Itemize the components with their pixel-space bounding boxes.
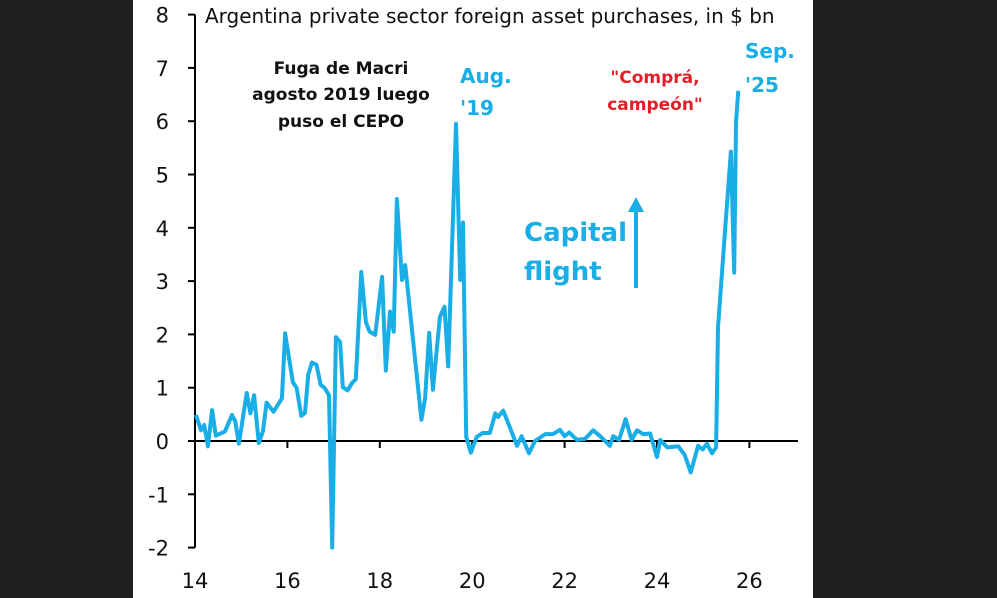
x-tick-label: 20 [459, 569, 486, 593]
x-tick-label: 26 [736, 569, 763, 593]
annotation-compra-line2: campeón" [607, 95, 703, 115]
y-tick-label: 3 [156, 270, 169, 294]
y-tick-label: 6 [156, 110, 169, 134]
y-tick-label: 4 [156, 217, 169, 241]
y-tick-label: -2 [148, 537, 169, 561]
y-tick-label: 5 [156, 164, 169, 188]
annotation-aug19-line1: Aug. [460, 64, 512, 88]
annotation-macri-line1: Fuga de Macri [274, 59, 409, 79]
annotation-macri-line2: agosto 2019 luego [252, 85, 430, 105]
y-tick-label: 1 [156, 377, 169, 401]
series-line [194, 90, 741, 550]
y-tick-label: 8 [156, 4, 169, 28]
axes [188, 13, 798, 549]
up-arrow-icon [628, 197, 644, 288]
y-tick-label: -1 [148, 483, 169, 507]
annotation-sep25-line2: '25 [745, 73, 779, 97]
x-tick-label: 22 [551, 569, 578, 593]
annotation-compra-line1: "Comprá, [610, 68, 699, 88]
y-tick-label: 0 [156, 430, 169, 454]
annotation-aug19-line2: '19 [460, 96, 494, 120]
x-tick-label: 18 [366, 569, 393, 593]
annotation-capital-line2: flight [524, 257, 602, 287]
x-tick-label: 16 [274, 569, 301, 593]
x-tick-labels: 14 16 18 20 22 24 26 [182, 569, 763, 593]
chart-panel [133, 0, 813, 598]
y-tick-labels: -2 -1 0 1 2 3 4 5 6 7 8 [148, 4, 169, 561]
chart-title: Argentina private sector foreign asset p… [205, 4, 775, 28]
y-tick-label: 7 [156, 57, 169, 81]
annotation-capital-line1: Capital [524, 218, 627, 248]
annotation-macri-line3: puso el CEPO [278, 112, 404, 132]
y-tick-label: 2 [156, 323, 169, 347]
annotation-sep25-line1: Sep. [745, 39, 795, 63]
x-tick-label: 14 [182, 569, 209, 593]
x-tick-label: 24 [644, 569, 671, 593]
